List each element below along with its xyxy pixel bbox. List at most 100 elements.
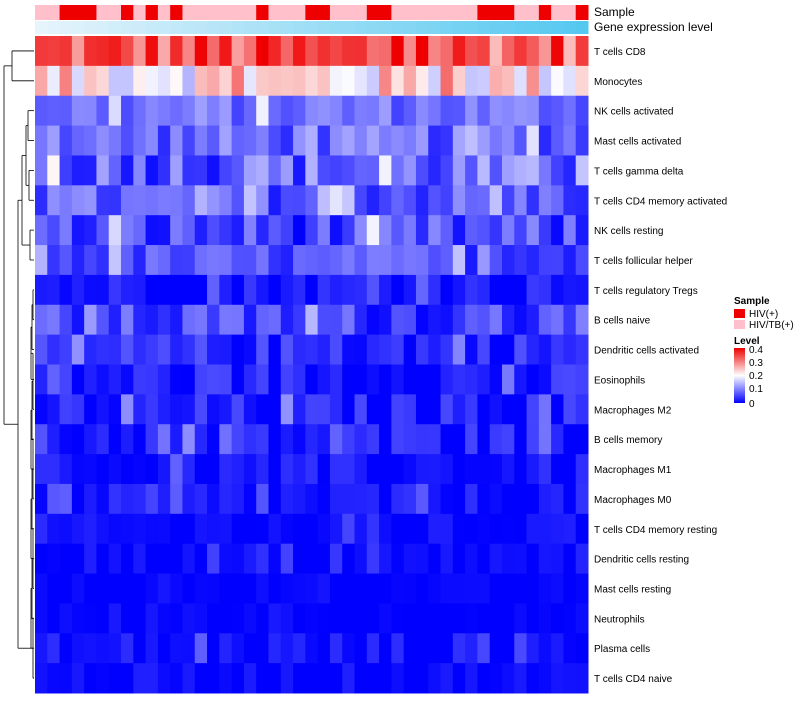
heatmap-cell <box>366 155 380 186</box>
heatmap-cell <box>121 543 134 575</box>
heatmap-cell <box>182 663 196 694</box>
heatmap-cell <box>489 36 503 67</box>
heatmap-cell <box>342 424 356 455</box>
heatmap-cell <box>96 274 110 306</box>
heatmap-cell <box>317 304 331 336</box>
heatmap-cell <box>526 304 540 336</box>
heatmap-cell <box>145 603 159 634</box>
heatmap-cell <box>108 603 122 634</box>
legend-label-hivtb: HIV/TB(+) <box>749 320 794 331</box>
heatmap-cell <box>317 125 331 156</box>
heatmap-cell <box>133 394 147 425</box>
heatmap-cell <box>403 394 417 425</box>
heatmap-cell <box>575 543 589 575</box>
heatmap-cell <box>452 454 466 485</box>
heatmap-cell <box>47 424 61 455</box>
heatmap-cell <box>108 95 122 127</box>
heatmap-cell <box>501 274 515 306</box>
heatmap-cell <box>342 65 356 97</box>
heatmap-cell <box>501 185 515 216</box>
heatmap-cell <box>194 274 208 306</box>
heatmap-cell <box>268 334 282 365</box>
heatmap-cell <box>317 364 331 395</box>
heatmap-cell <box>366 36 380 67</box>
heatmap-cell <box>391 424 405 455</box>
heatmap-cell <box>452 334 466 365</box>
legend-tick-0: 0 <box>749 399 755 410</box>
heatmap-cell <box>563 603 577 634</box>
heatmap-cell <box>465 424 478 455</box>
heatmap-cell <box>440 36 454 67</box>
heatmap-cell <box>96 125 110 156</box>
heatmap-cell <box>477 663 491 694</box>
heatmap-cell <box>538 155 552 186</box>
sample-annotation-cell <box>526 5 540 20</box>
heatmap-cell <box>477 36 491 67</box>
sample-annotation-cell <box>575 5 589 20</box>
heatmap-cell <box>440 185 454 216</box>
heatmap-cell <box>207 483 220 515</box>
heatmap-cell <box>575 603 589 634</box>
heatmap-cell <box>84 663 97 694</box>
heatmap-cell <box>514 364 528 395</box>
heatmap-cell <box>96 65 110 97</box>
heatmap-cell <box>477 95 491 127</box>
heatmap-cell <box>489 513 503 545</box>
heatmap-cell <box>59 36 73 67</box>
heatmap-cell <box>329 185 343 216</box>
heatmap-cell <box>71 633 85 664</box>
expression-annotation-cell <box>59 21 73 34</box>
heatmap-cell <box>121 603 134 634</box>
sample-annotation-cell <box>268 5 282 20</box>
heatmap-cell <box>551 394 564 425</box>
heatmap-cell <box>551 334 564 365</box>
heatmap-cell <box>133 185 147 216</box>
heatmap-cell <box>391 364 405 395</box>
heatmap-cell <box>96 603 110 634</box>
heatmap-cell <box>133 633 147 664</box>
heatmap-cell <box>219 483 233 515</box>
heatmap-cell <box>477 125 491 156</box>
heatmap-cell <box>280 125 294 156</box>
legend-tick-0.2: 0.2 <box>749 371 763 382</box>
heatmap-cell <box>489 334 503 365</box>
heatmap-cell <box>256 155 269 186</box>
heatmap-cell <box>440 274 454 306</box>
heatmap-cell <box>145 185 159 216</box>
expression-annotation-cell <box>452 21 466 34</box>
heatmap-cell <box>428 543 442 575</box>
heatmap-cell <box>243 185 257 216</box>
heatmap-cell <box>440 483 454 515</box>
heatmap-cell <box>551 513 564 545</box>
heatmap-cell <box>489 573 503 604</box>
heatmap-cell <box>305 274 319 306</box>
heatmap-cell <box>84 424 97 455</box>
row-label: Neutrophils <box>594 614 645 625</box>
heatmap-cell <box>108 245 122 276</box>
heatmap-cell <box>280 155 294 186</box>
heatmap-cell <box>526 245 540 276</box>
heatmap-cell <box>243 543 257 575</box>
heatmap-cell <box>170 65 183 97</box>
heatmap-cell <box>96 185 110 216</box>
heatmap-cell <box>342 513 356 545</box>
heatmap-cell <box>231 424 245 455</box>
heatmap-cell <box>219 573 233 604</box>
heatmap-cell <box>219 245 233 276</box>
heatmap-cell <box>243 304 257 336</box>
heatmap-cell <box>501 513 515 545</box>
heatmap-cell <box>243 65 257 97</box>
heatmap-cell <box>403 274 417 306</box>
heatmap-cell <box>108 513 122 545</box>
sample-annotation-cell <box>551 5 564 20</box>
heatmap-cell <box>391 483 405 515</box>
heatmap-cell <box>452 633 466 664</box>
heatmap-cell <box>170 603 183 634</box>
heatmap-cell <box>354 454 368 485</box>
heatmap-cell <box>551 364 564 395</box>
heatmap-cell <box>182 245 196 276</box>
heatmap-cell <box>47 334 61 365</box>
expression-annotation-cell <box>305 21 319 34</box>
heatmap-cell <box>108 155 122 186</box>
heatmap-cell <box>379 424 392 455</box>
